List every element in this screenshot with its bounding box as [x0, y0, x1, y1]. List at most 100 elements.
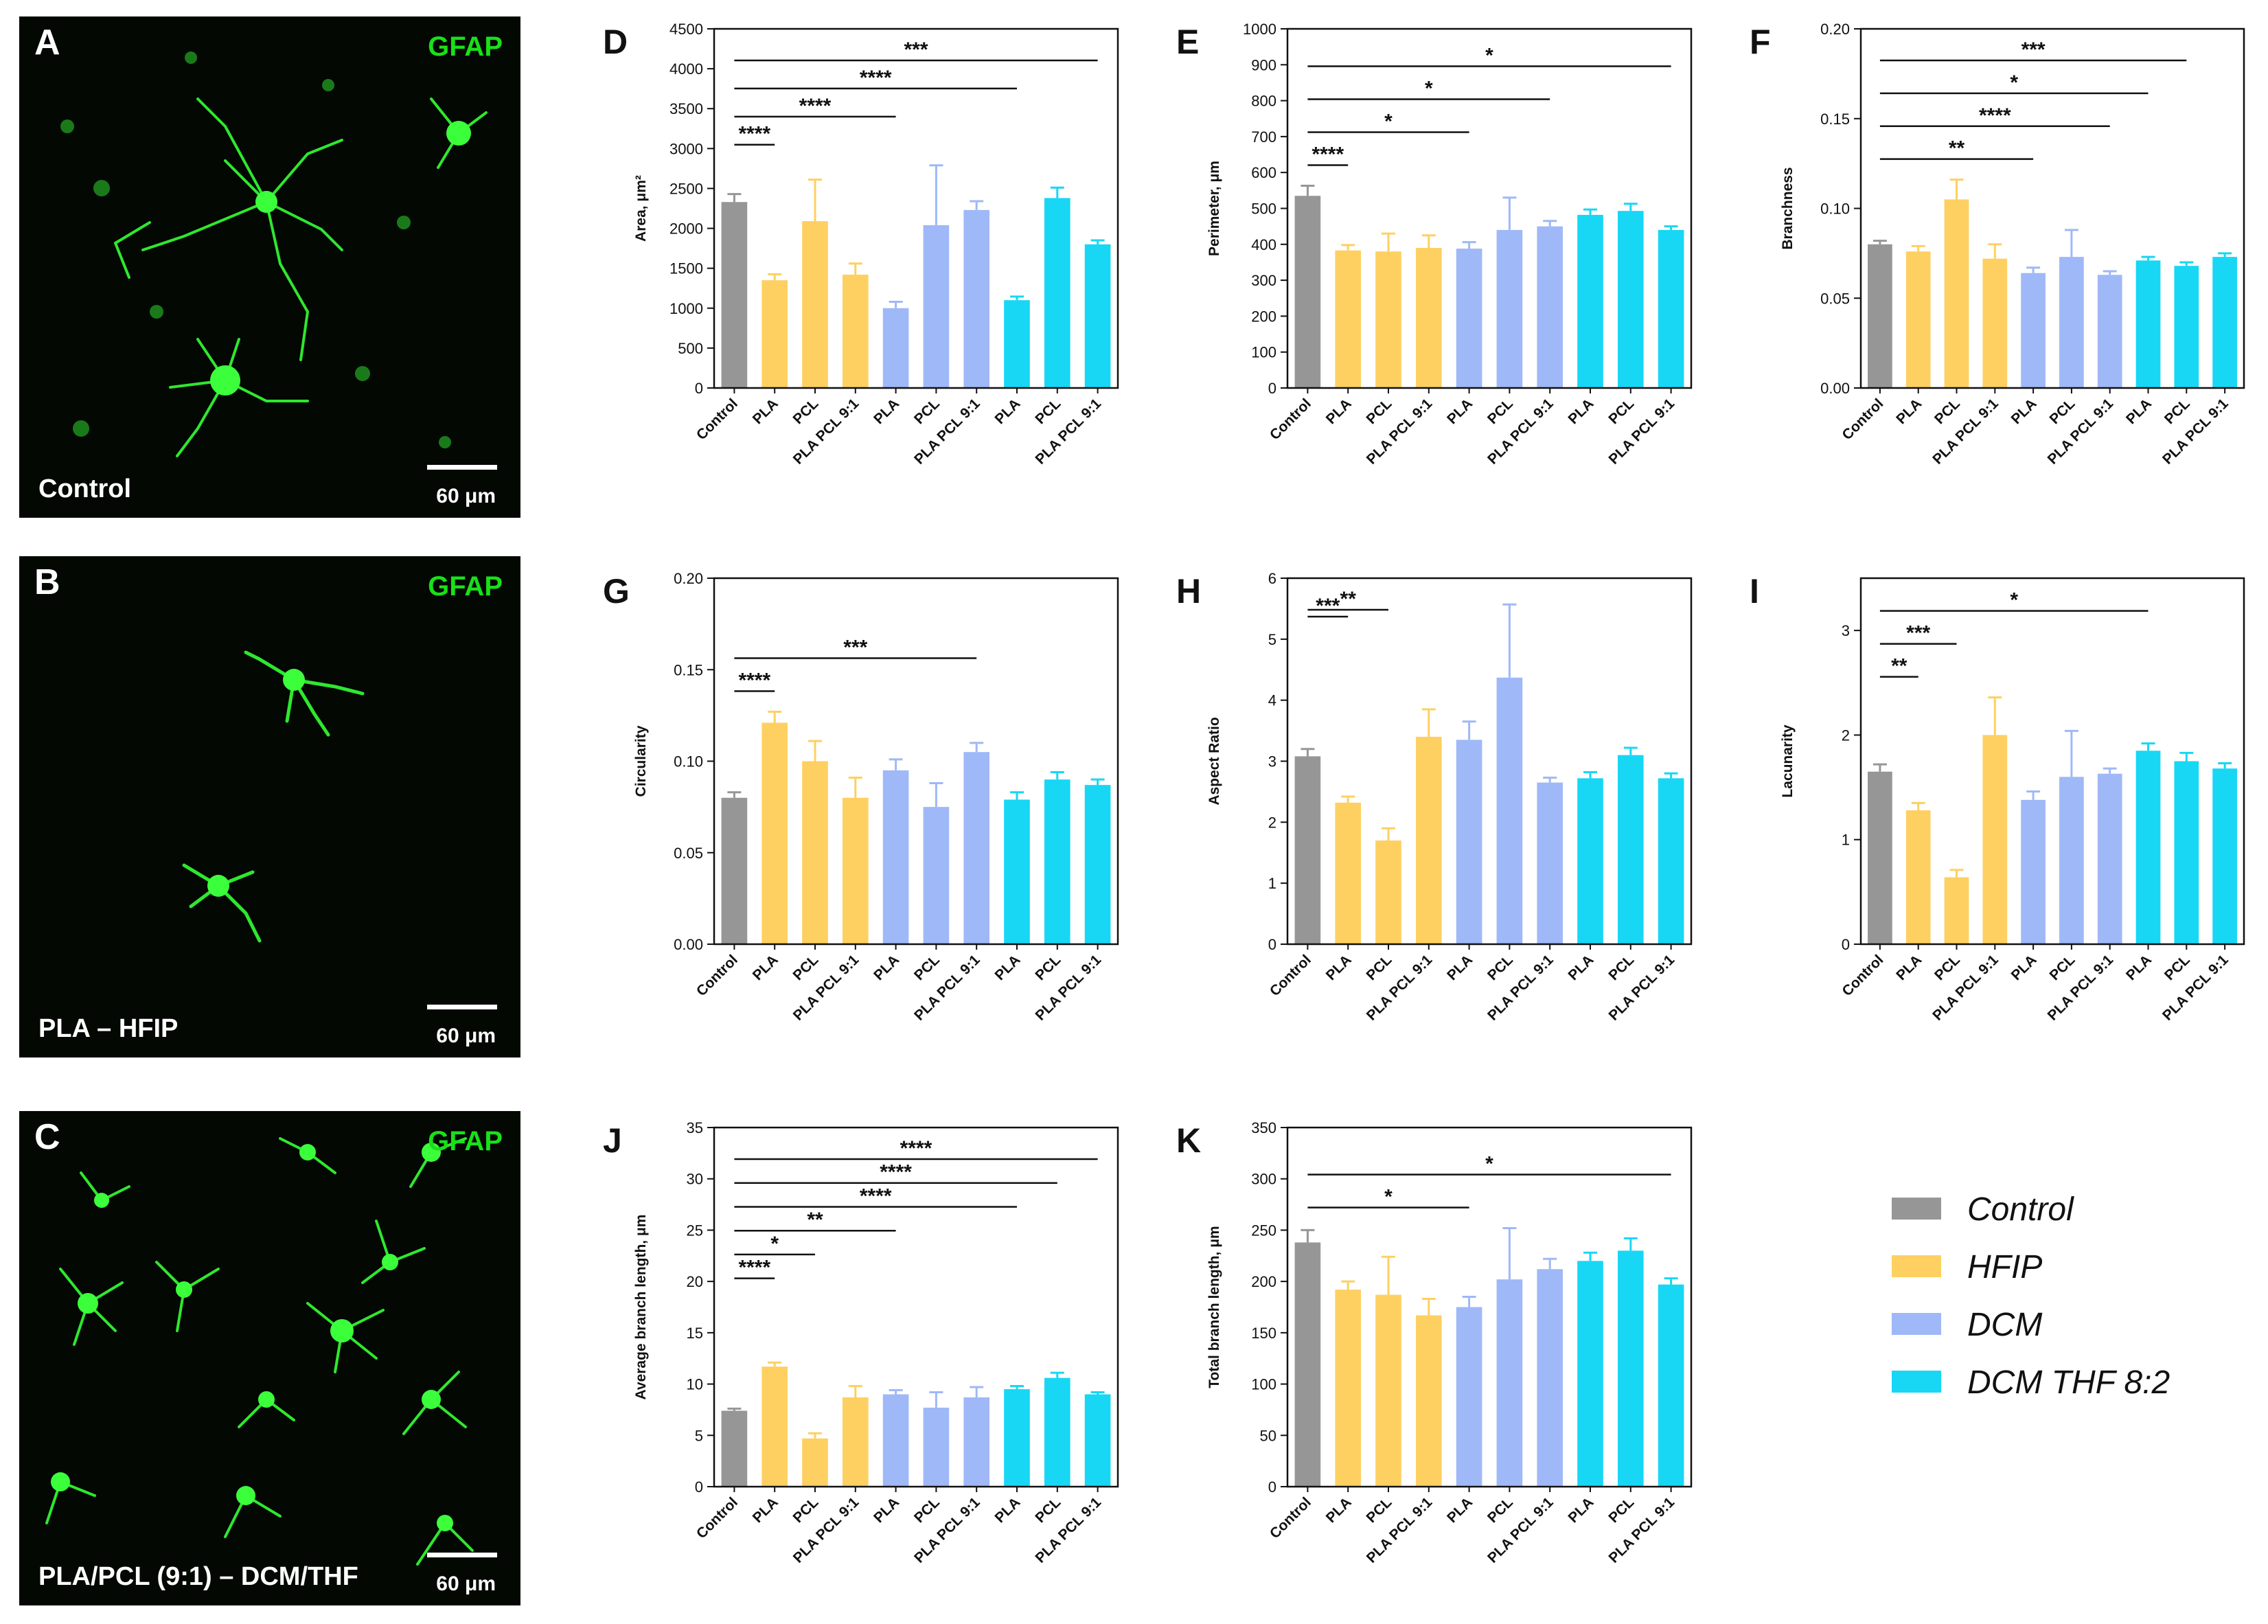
bar: [1456, 740, 1482, 944]
bar: [923, 807, 950, 944]
x-tick-label: PLA: [871, 1494, 902, 1526]
bar: [1294, 196, 1321, 388]
error-bar: [2064, 229, 2078, 258]
panel-letter: G: [603, 572, 630, 610]
x-tick-label: PLA: [992, 396, 1024, 427]
y-tick-label: 0: [1268, 380, 1276, 397]
error-bar: [1382, 232, 1395, 252]
plot-frame: [1286, 577, 1693, 946]
x-tick-label: PLA: [1323, 1494, 1355, 1526]
bar: [963, 752, 990, 944]
y-tick-label: 0: [1842, 936, 1850, 953]
y-tick-label: 4000: [669, 60, 703, 78]
chart-d: D 0 500 1000 1500 2000 2500 3000 3500 4000 4500 Are…: [603, 21, 1119, 468]
bar: [1577, 778, 1603, 944]
y-tick-label: 0: [695, 1478, 703, 1496]
scale-bar-c: [427, 1553, 497, 1557]
error-bar: [2103, 767, 2117, 774]
error-bar: [1010, 1385, 1024, 1390]
bar: [923, 1407, 950, 1487]
x-tick-label: PLA: [750, 396, 781, 427]
error-bar: [848, 1385, 862, 1397]
x-tick-label: PLA: [1444, 396, 1476, 427]
significance-label: ****: [738, 123, 770, 146]
y-tick-label: 300: [1251, 272, 1276, 289]
bar: [1335, 802, 1362, 944]
y-tick-label: 3: [1842, 622, 1850, 639]
x-tick-label: PLA: [1566, 952, 1597, 983]
stain-label-b: GFAP: [428, 571, 503, 602]
panel-letter-a: A: [34, 23, 60, 62]
error-bar: [1543, 1257, 1557, 1270]
x-tick-label: PLA: [871, 952, 902, 983]
chart-h: H 0 1 2 3 4 5 6 Aspect Ratio Control PLA PCL PLA PCL…: [1176, 570, 1693, 1024]
legend-label: DCM: [1967, 1307, 2043, 1343]
error-bar: [1872, 240, 1887, 244]
bar: [2059, 257, 2084, 388]
error-bar: [808, 179, 822, 222]
error-bar: [1988, 243, 2002, 259]
legend-item-control: Control: [1892, 1188, 2214, 1229]
y-tick-label: 0.10: [1820, 201, 1850, 218]
y-tick-label: 500: [1251, 201, 1276, 218]
error-bar: [970, 742, 984, 753]
significance-label: ****: [738, 670, 770, 692]
x-tick-label: PCL: [911, 396, 943, 427]
significance-label: *: [1384, 1185, 1393, 1208]
bar: [1084, 785, 1111, 944]
x-tick-label: PCL: [1605, 1494, 1637, 1526]
plot-frame: [1859, 27, 2245, 389]
bar: [1944, 199, 1969, 388]
scale-bar-a: [427, 465, 497, 470]
error-bar: [1623, 1237, 1638, 1251]
error-bar: [727, 791, 742, 798]
bar: [1537, 226, 1563, 388]
error-bar: [1664, 1277, 1678, 1285]
bar: [1375, 251, 1401, 388]
bar: [2097, 275, 2122, 388]
error-bar: [2026, 266, 2041, 273]
bar: [1004, 1389, 1030, 1487]
significance-label: *: [1425, 78, 1433, 100]
x-tick-label: PCL: [2046, 396, 2078, 427]
y-tick-label: 500: [678, 340, 703, 357]
significance-label: *: [770, 1233, 779, 1255]
plot-frame: [1286, 27, 1693, 389]
error-bar: [1382, 1255, 1395, 1295]
error-bar: [929, 1391, 943, 1408]
x-tick-label: PLA: [1566, 1494, 1597, 1526]
y-tick-label: 0.15: [1820, 111, 1850, 128]
y-tick-label: 0.00: [1820, 380, 1850, 397]
scale-label-c: 60 μm: [436, 1572, 496, 1595]
error-bar: [889, 758, 903, 770]
x-tick-label: PLA: [2123, 952, 2155, 983]
error-bar: [1583, 208, 1597, 215]
error-bar: [929, 164, 943, 225]
y-tick-label: 10: [687, 1376, 703, 1393]
bar: [1496, 229, 1523, 388]
bar: [842, 274, 869, 388]
y-axis-label: Aspect Ratio: [1206, 717, 1222, 805]
scale-label-a: 60 μm: [436, 485, 496, 507]
error-bar: [768, 273, 782, 281]
y-tick-label: 250: [1251, 1222, 1276, 1239]
bar: [1496, 1279, 1523, 1487]
x-tick-label: PCL: [911, 952, 943, 983]
error-bar: [1543, 220, 1557, 227]
bar: [1084, 1394, 1111, 1487]
y-tick-label: 400: [1251, 236, 1276, 253]
y-axis-label: Lacunarity: [1780, 724, 1796, 798]
bar: [1044, 1377, 1070, 1487]
bar: [2059, 777, 2084, 944]
error-bar: [2141, 742, 2155, 751]
x-tick-label: PLA: [1893, 396, 1925, 427]
bar: [761, 1366, 788, 1487]
bar: [1905, 251, 1931, 388]
y-tick-label: 300: [1251, 1171, 1276, 1188]
y-tick-label: 0.15: [674, 661, 703, 678]
astrocyte-image: [182, 650, 365, 943]
bar: [1456, 249, 1482, 388]
bar: [721, 1410, 748, 1487]
panel-letter: I: [1750, 572, 1759, 610]
error-bar: [1010, 791, 1024, 800]
